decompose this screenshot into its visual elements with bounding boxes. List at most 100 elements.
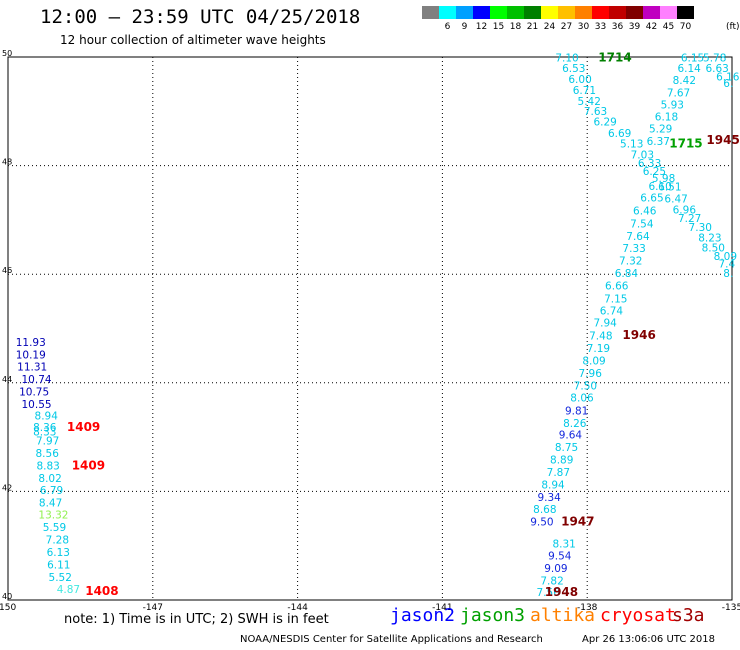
wave-height-value: 7.10 xyxy=(555,52,578,64)
legend-swatch xyxy=(592,6,609,19)
wave-height-value: 6.33 xyxy=(638,158,661,170)
wave-height-value: 7.87 xyxy=(547,467,570,479)
legend-swatch xyxy=(677,6,694,19)
wave-height-value: 8.89 xyxy=(550,455,573,467)
wave-height-value: 6.53 xyxy=(562,63,585,75)
legend-swatch xyxy=(490,6,507,19)
longitude-tick-label: -141 xyxy=(432,603,452,613)
wave-height-value: 9.34 xyxy=(537,492,561,504)
pass-time-label: 1408 xyxy=(85,584,118,598)
legend-swatch xyxy=(507,6,524,19)
legend-swatch xyxy=(609,6,626,19)
wave-height-value: 7.33 xyxy=(622,243,645,255)
generation-timestamp: Apr 26 13:06:06 UTC 2018 xyxy=(582,634,715,645)
wave-height-value: 6.18 xyxy=(655,112,678,124)
wave-height-value: 7.97 xyxy=(36,436,59,448)
longitude-tick-label: -144 xyxy=(287,603,308,613)
wave-height-value: 7.32 xyxy=(619,255,642,267)
wave-height-value: 6.16 xyxy=(716,71,740,83)
wave-height-value: 9.81 xyxy=(565,405,588,417)
wave-height-value: 8.33 xyxy=(33,426,56,438)
legend-swatch xyxy=(422,6,439,19)
wave-height-value: 7.28 xyxy=(46,535,69,547)
latitude-tick-label: 48 xyxy=(2,158,12,167)
wave-height-value: 7.03 xyxy=(631,150,654,162)
wave-height-value: 5.42 xyxy=(578,96,601,108)
wave-height-value: 6.11 xyxy=(47,560,70,572)
wave-height-value: 8.36 xyxy=(33,422,57,434)
wave-height-value: 9.54 xyxy=(548,550,572,562)
wave-height-value: 7.15 xyxy=(604,293,627,305)
wave-height-value: 4.87 xyxy=(57,584,80,596)
wave-height-value: 6.13 xyxy=(47,547,70,559)
wave-height-value: 6.96 xyxy=(673,204,697,216)
satellite-name-s3a: s3a xyxy=(672,605,705,626)
wave-height-value: 8.26 xyxy=(563,418,587,430)
longitude-tick-label: -147 xyxy=(143,603,163,613)
wave-height-value: 11.31 xyxy=(17,361,47,373)
wave-height-value: 6.46 xyxy=(633,205,657,217)
wave-height-value: 8.06 xyxy=(570,392,594,404)
satellite-name-jason3: jason3 xyxy=(460,605,526,626)
map-subtitle: 12 hour collection of altimeter wave hei… xyxy=(60,33,326,47)
wave-height-value: 6. xyxy=(723,78,733,90)
wave-height-value: 7.94 xyxy=(593,317,617,329)
legend-swatch xyxy=(643,6,660,19)
wave-height-value: 8.83 xyxy=(36,461,59,473)
wave-height-value: 7.56 xyxy=(537,587,561,599)
wave-height-value: 11.93 xyxy=(16,337,46,349)
wave-height-value: 7.50 xyxy=(574,380,597,392)
wave-height-value: 5.78 xyxy=(703,52,726,64)
wave-height-value: 8.23 xyxy=(698,233,721,245)
wave-height-value: 7.64 xyxy=(626,231,650,243)
wave-height-value: 6.47 xyxy=(664,194,687,206)
map-title: 12:00 – 23:59 UTC 04/25/2018 xyxy=(40,6,361,28)
satellite-name-altika: altika xyxy=(530,605,596,626)
wave-height-value: 10.74 xyxy=(22,374,52,386)
wave-height-value: 9.50 xyxy=(530,517,553,529)
wave-height-value: 8.75 xyxy=(555,442,578,454)
legend-label: 33 xyxy=(594,22,607,32)
wave-height-value: 8.09 xyxy=(582,355,605,367)
wave-height-value: 13.32 xyxy=(38,510,68,522)
legend-swatch xyxy=(575,6,592,19)
wave-height-value: 10.55 xyxy=(22,399,52,411)
wave-height-value: 8.94 xyxy=(541,480,565,492)
satellite-name-jason2: jason2 xyxy=(390,605,456,626)
wave-height-value: 7.4 xyxy=(718,259,735,271)
wave-height-value: 8.31 xyxy=(552,538,575,550)
wave-height-value: 8.42 xyxy=(673,75,696,87)
wave-height-value: 9.09 xyxy=(544,563,567,575)
wave-height-value: 6.25 xyxy=(643,166,666,178)
legend-label: 30 xyxy=(577,22,590,32)
wave-height-value: 8. xyxy=(723,268,733,280)
wave-height-value: 8.68 xyxy=(533,504,556,516)
wave-height-value: 6.71 xyxy=(573,85,596,97)
pass-time-label: 1945 xyxy=(706,133,739,147)
legend-swatch xyxy=(626,6,643,19)
wave-height-value: 7.96 xyxy=(579,368,603,380)
legend-swatch xyxy=(456,6,473,19)
wave-height-value: 7.63 xyxy=(584,106,607,118)
wave-height-value: 6.00 xyxy=(568,74,591,86)
wave-height-value: 6.74 xyxy=(600,305,624,317)
wave-height-value: 6.79 xyxy=(40,485,63,497)
legend-label: 12 xyxy=(475,22,488,32)
latitude-tick-label: 42 xyxy=(2,483,12,492)
legend-swatch xyxy=(524,6,541,19)
legend-label: 70 xyxy=(679,22,692,32)
wave-height-value: 6.10 xyxy=(648,181,671,193)
wave-height-value: 6.15 xyxy=(681,52,704,64)
legend-swatch xyxy=(558,6,575,19)
wave-height-value: 7.30 xyxy=(689,222,712,234)
wave-height-value: 5.98 xyxy=(652,173,675,185)
wave-height-value: 5.13 xyxy=(620,139,643,151)
wave-height-value: 7.67 xyxy=(667,88,690,100)
wave-height-value: 7.82 xyxy=(540,575,563,587)
wave-height-value: 8.02 xyxy=(38,473,61,485)
note-text: note: 1) Time is in UTC; 2) SWH is in fe… xyxy=(64,612,329,627)
pass-time-label: 1948 xyxy=(545,585,578,599)
legend-unit: (ft) xyxy=(726,22,740,32)
wave-height-value: 7.19 xyxy=(587,343,610,355)
